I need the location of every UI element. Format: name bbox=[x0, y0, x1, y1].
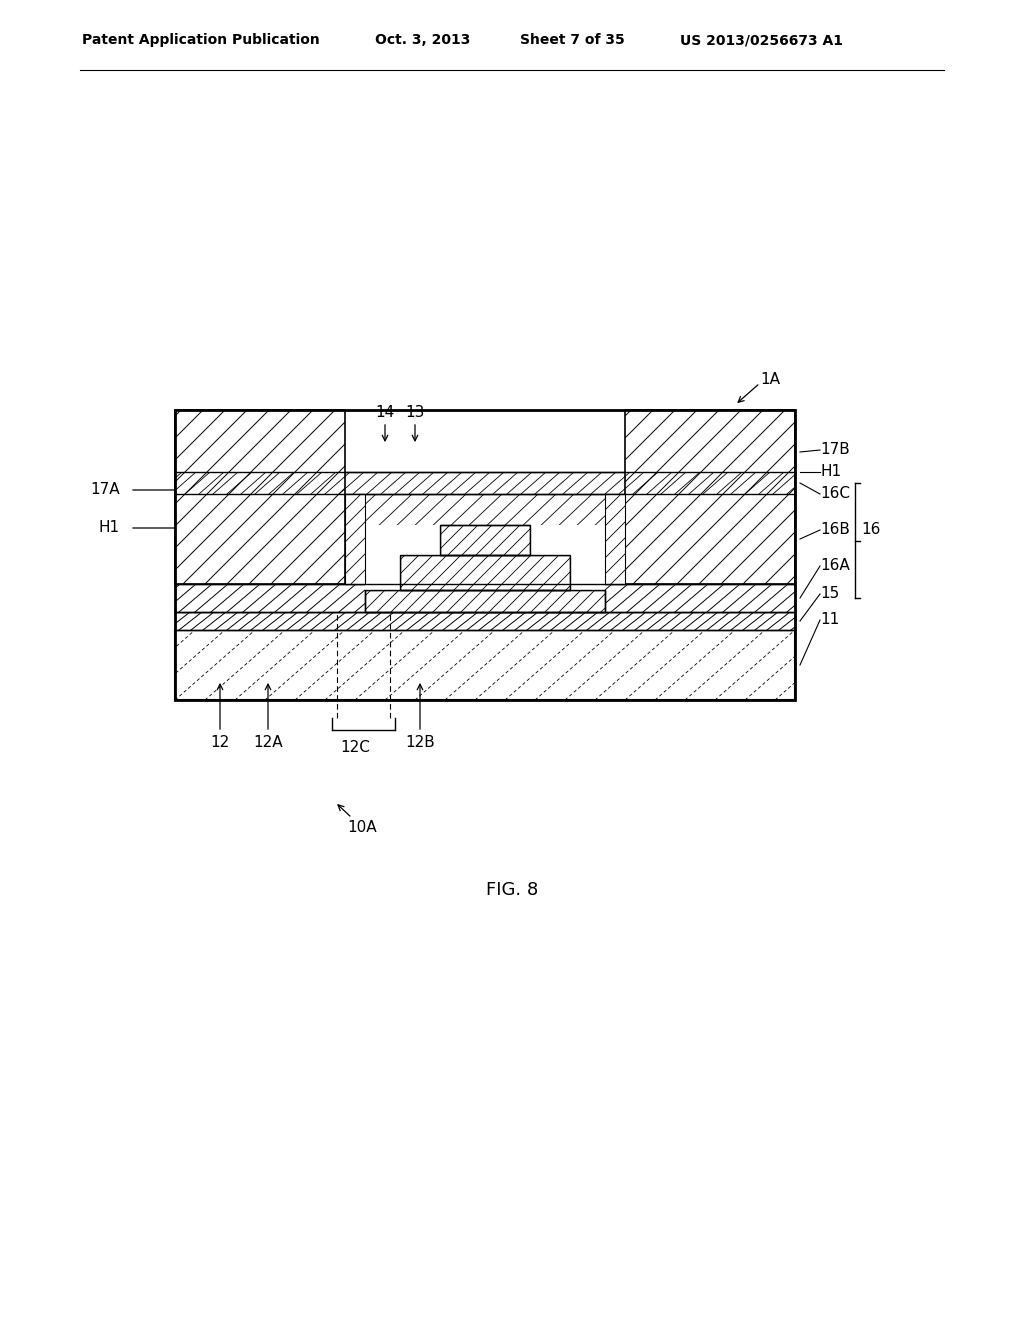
Text: Patent Application Publication: Patent Application Publication bbox=[82, 33, 319, 48]
Bar bbox=[175, 583, 795, 612]
Bar bbox=[365, 590, 605, 612]
Text: 13: 13 bbox=[406, 405, 425, 420]
Bar bbox=[175, 411, 345, 583]
Text: 12C: 12C bbox=[340, 741, 370, 755]
Text: 1A: 1A bbox=[760, 372, 780, 388]
Bar bbox=[365, 525, 440, 554]
Text: 14: 14 bbox=[376, 405, 394, 420]
Bar bbox=[530, 525, 605, 554]
Text: 16C: 16C bbox=[820, 487, 850, 502]
Bar bbox=[175, 630, 795, 700]
Bar bbox=[345, 494, 625, 583]
Bar bbox=[365, 525, 400, 590]
Text: Oct. 3, 2013: Oct. 3, 2013 bbox=[375, 33, 470, 48]
Bar bbox=[400, 554, 570, 590]
Bar bbox=[345, 494, 365, 583]
Bar bbox=[605, 494, 625, 583]
Text: 17A: 17A bbox=[90, 483, 120, 498]
Text: 11: 11 bbox=[820, 612, 840, 627]
Text: US 2013/0256673 A1: US 2013/0256673 A1 bbox=[680, 33, 843, 48]
Bar bbox=[175, 473, 795, 494]
Text: 12B: 12B bbox=[406, 735, 435, 750]
Bar bbox=[625, 411, 795, 583]
Bar bbox=[365, 590, 605, 612]
Bar bbox=[400, 554, 570, 590]
Text: H1: H1 bbox=[99, 520, 120, 536]
Text: Sheet 7 of 35: Sheet 7 of 35 bbox=[520, 33, 625, 48]
Bar bbox=[175, 411, 795, 700]
Text: H1: H1 bbox=[820, 465, 841, 479]
Text: 15: 15 bbox=[820, 586, 840, 602]
Bar bbox=[440, 525, 530, 554]
Bar bbox=[175, 473, 795, 494]
Bar bbox=[440, 525, 530, 554]
Text: 10A: 10A bbox=[347, 820, 377, 836]
Text: 16B: 16B bbox=[820, 523, 850, 537]
Bar bbox=[605, 494, 625, 583]
Text: FIG. 8: FIG. 8 bbox=[485, 880, 539, 899]
Bar bbox=[175, 583, 795, 612]
Bar bbox=[400, 554, 570, 590]
Bar bbox=[175, 612, 795, 630]
Text: 12: 12 bbox=[210, 735, 229, 750]
Text: 16A: 16A bbox=[820, 558, 850, 573]
Bar bbox=[175, 630, 795, 700]
Bar bbox=[345, 494, 625, 583]
Text: 12A: 12A bbox=[253, 735, 283, 750]
Bar bbox=[175, 612, 795, 630]
Bar bbox=[625, 411, 795, 583]
Bar bbox=[345, 494, 365, 583]
Bar bbox=[175, 411, 345, 583]
Text: 17B: 17B bbox=[820, 442, 850, 458]
Bar bbox=[570, 525, 605, 590]
Bar bbox=[365, 590, 605, 612]
Text: 16: 16 bbox=[861, 523, 881, 537]
Bar bbox=[440, 525, 530, 554]
